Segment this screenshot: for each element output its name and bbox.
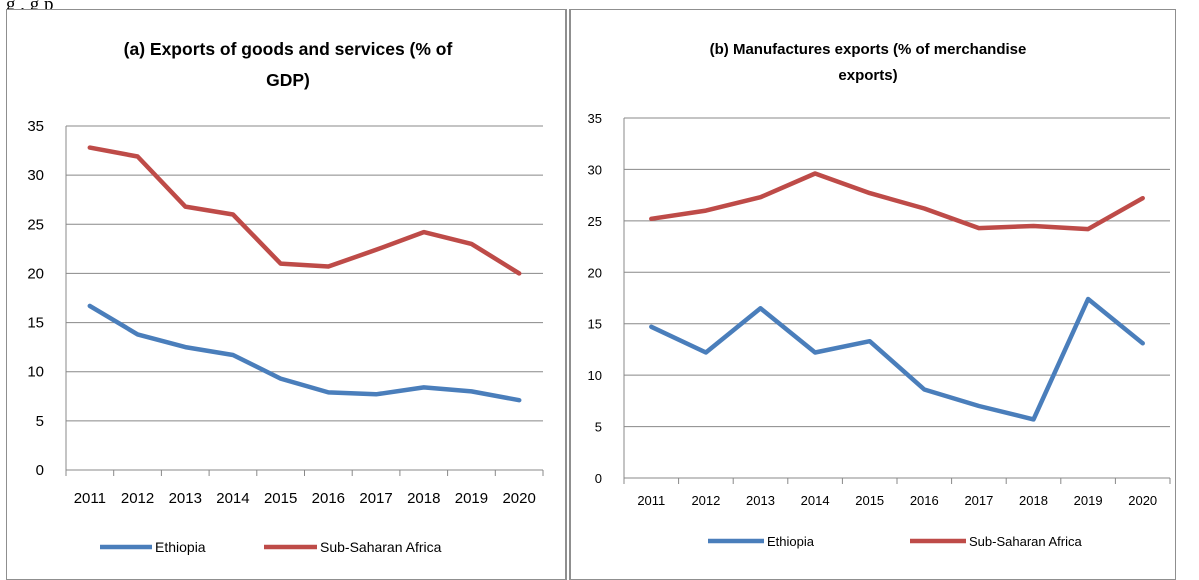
chart-a-xtick-2018: 2018 [407, 490, 440, 507]
chart-a-legend-label-2: Sub-Saharan Africa [320, 539, 442, 555]
chart-a-title-line-2: GDP) [266, 70, 310, 90]
chart-a-title-line-1: (a) Exports of goods and services (% of [124, 39, 453, 59]
chart-b-ytick-25: 25 [588, 214, 602, 229]
chart-b-xtick-2017: 2017 [964, 493, 993, 508]
chart-a-xtick-2011: 2011 [74, 490, 106, 507]
chart-b-ytick-30: 30 [588, 162, 602, 177]
chart-b-ytick-0: 0 [595, 471, 602, 486]
chart-panel-b [570, 9, 1176, 580]
chart-a-legend-label-1: Ethiopia [155, 539, 206, 555]
chart-a-ytick-10: 10 [27, 364, 44, 381]
chart-a-xtick-2014: 2014 [216, 490, 249, 507]
chart-a-xtick-2019: 2019 [455, 490, 488, 507]
chart-a-series-ssa-line [87, 145, 522, 276]
chart-b-xtick-2011: 2011 [637, 493, 665, 508]
chart-b-ytick-20: 20 [588, 265, 602, 280]
chart-a-ytick-20: 20 [27, 265, 44, 282]
chart-a-ytick-30: 30 [27, 167, 44, 184]
chart-a-ytick-0: 0 [36, 462, 44, 479]
chart-b-legend-label-1: Ethiopia [767, 534, 815, 549]
chart-a-xtick-2015: 2015 [264, 490, 297, 507]
chart-b-title-line-2: exports) [838, 67, 897, 84]
chart-a-xtick-2020: 2020 [502, 490, 535, 507]
chart-b-series-ethiopia-line [649, 296, 1145, 422]
chart-b-series-ssa-line [649, 171, 1145, 232]
chart-b-title-line-1: (b) Manufactures exports (% of merchandi… [710, 41, 1027, 58]
chart-b-ytick-35: 35 [588, 111, 602, 126]
chart-a-series-ethiopia-line [87, 303, 522, 403]
chart-a-xtick-2016: 2016 [312, 490, 345, 507]
chart-b-xtick-2013: 2013 [746, 493, 775, 508]
chart-b-ytick-5: 5 [595, 420, 602, 435]
chart-b-xtick-2019: 2019 [1074, 493, 1103, 508]
chart-a-ytick-35: 35 [27, 118, 44, 135]
chart-a-ytick-5: 5 [36, 413, 44, 430]
chart-b-ytick-10: 10 [588, 368, 602, 383]
chart-b-xtick-2018: 2018 [1019, 493, 1048, 508]
chart-a-ytick-15: 15 [27, 315, 44, 332]
chart-a-xtick-2017: 2017 [359, 490, 392, 507]
chart-a-ytick-25: 25 [27, 216, 44, 233]
chart-b-ytick-15: 15 [588, 317, 602, 332]
chart-b-legend-label-2: Sub-Saharan Africa [969, 534, 1083, 549]
chart-b-xtick-2012: 2012 [691, 493, 720, 508]
chart-a-xtick-2013: 2013 [169, 490, 202, 507]
chart-b-xtick-2014: 2014 [801, 493, 830, 508]
chart-b-xtick-2015: 2015 [855, 493, 884, 508]
chart-b-xtick-2020: 2020 [1128, 493, 1157, 508]
chart-b-xtick-2016: 2016 [910, 493, 939, 508]
chart-a-xtick-2012: 2012 [121, 490, 154, 507]
panel-divider [566, 9, 570, 580]
chart-panel-a [6, 9, 566, 580]
